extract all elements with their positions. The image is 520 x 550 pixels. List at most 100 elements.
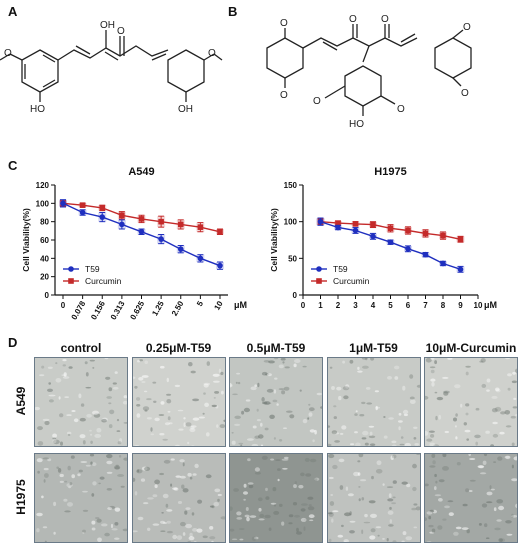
data-point-curcumin — [370, 221, 376, 228]
atom-label: O — [461, 88, 469, 99]
x-tick-label: 5 — [195, 299, 205, 308]
x-unit-label: μM — [234, 300, 247, 310]
atom-label: O — [463, 22, 471, 33]
row-header: H1975 — [14, 479, 28, 515]
data-point-curcumin — [138, 216, 145, 222]
data-point-curcumin — [99, 205, 106, 211]
data-point-t59 — [138, 228, 145, 235]
data-point-t59 — [422, 251, 429, 258]
x-tick-label: 0.156 — [89, 299, 107, 321]
micrograph-image — [131, 357, 226, 447]
data-point-curcumin — [405, 227, 411, 234]
x-tick-label: 4 — [371, 301, 376, 310]
micrograph-image — [229, 453, 323, 543]
legend-marker — [316, 278, 322, 284]
micrograph-image — [424, 357, 518, 447]
legend-label: Curcumin — [85, 276, 122, 286]
right-ring — [167, 49, 205, 93]
micrograph-image — [34, 357, 128, 447]
x-tick-label: 2.50 — [170, 299, 186, 317]
data-point-curcumin — [119, 212, 125, 219]
data-point-curcumin — [335, 220, 341, 226]
x-tick-label: 5 — [388, 301, 393, 310]
chart-h1975: H1975 0 50 100 150 Cell Viability(%) 0 1 2 3 4 5 6 7 8… — [269, 166, 497, 310]
y-tick-label: 50 — [288, 254, 297, 263]
y-axis-label: Cell Viability(%) — [269, 208, 279, 272]
x-tick-label: 0 — [61, 301, 66, 310]
data-point-curcumin — [177, 221, 184, 228]
data-point-curcumin — [197, 224, 204, 230]
legend-marker — [316, 266, 322, 272]
data-point-curcumin — [352, 221, 359, 227]
micrograph-image — [34, 453, 128, 543]
x-tick-label: 7 — [423, 301, 428, 310]
atom-label: O — [4, 48, 12, 59]
data-point-curcumin — [422, 230, 429, 237]
column-header: 1μM-T59 — [349, 341, 398, 355]
y-axis-label: Cell Viability(%) — [21, 208, 31, 272]
data-point-t59 — [335, 224, 341, 231]
data-point-t59 — [119, 221, 125, 228]
atom-label: O — [397, 104, 405, 115]
y-tick-label: 80 — [40, 218, 49, 227]
data-point-t59 — [370, 233, 376, 240]
atom-label: O — [381, 14, 389, 25]
column-header: 10μM-Curcumin — [425, 341, 517, 355]
x-tick-label: 0.313 — [109, 299, 127, 321]
data-point-curcumin — [217, 228, 223, 235]
data-point-t59 — [177, 246, 184, 252]
atom-label: O — [280, 90, 288, 101]
x-tick-label: 10 — [212, 299, 225, 312]
x-tick-label: 10 — [474, 301, 483, 310]
atom-label: OH — [178, 104, 193, 115]
data-point-curcumin — [158, 218, 164, 225]
micrograph-texture — [132, 359, 225, 446]
x-tick-label: 3 — [353, 301, 358, 310]
data-point-t59 — [457, 266, 464, 273]
micrograph-image — [326, 357, 421, 447]
micrograph-texture — [230, 358, 322, 446]
micrograph-texture — [132, 458, 225, 542]
y-tick-label: 100 — [284, 218, 298, 227]
y-tick-label: 40 — [40, 254, 49, 263]
data-point-curcumin — [79, 202, 86, 208]
panel-label-d: D — [8, 335, 18, 350]
data-point-t59 — [387, 239, 394, 245]
data-point-t59 — [99, 214, 106, 220]
y-tick-label: 60 — [40, 236, 49, 245]
data-point-t59 — [60, 200, 66, 207]
micrograph-texture — [230, 455, 320, 542]
legend-label: Curcumin — [333, 276, 370, 286]
data-point-t59 — [405, 246, 411, 252]
atom-label: OH — [100, 20, 115, 31]
micrograph-texture — [425, 358, 517, 446]
atom-label: O — [313, 96, 321, 107]
panel-label-c: C — [8, 158, 18, 173]
x-tick-label: 1 — [318, 301, 323, 310]
y-tick-label: 150 — [284, 181, 298, 190]
x-tick-label: 6 — [406, 301, 411, 310]
x-tick-label: 0.078 — [70, 299, 88, 321]
data-point-t59 — [79, 209, 86, 216]
structure-a-diagram: OH O O HO O OH — [0, 20, 223, 115]
legend-label: T59 — [85, 264, 100, 274]
y-tick-label: 120 — [36, 181, 50, 190]
x-tick-label: 8 — [441, 301, 446, 310]
legend-marker — [68, 278, 74, 284]
x-tick-label: 0.625 — [128, 299, 146, 321]
y-tick-label: 0 — [45, 291, 50, 300]
atom-label: O — [280, 18, 288, 29]
micrograph-image — [424, 453, 518, 543]
chart-title: A549 — [128, 166, 154, 178]
row-header: A549 — [14, 386, 28, 416]
micrograph-texture — [425, 454, 517, 542]
micrograph-texture — [327, 358, 420, 446]
panel-label-b: B — [228, 4, 238, 19]
data-point-t59 — [158, 236, 164, 242]
data-point-t59 — [440, 260, 446, 267]
x-tick-label: 0 — [301, 301, 306, 310]
y-tick-label: 20 — [40, 273, 49, 282]
micrograph-image — [131, 453, 226, 543]
data-point-curcumin — [387, 225, 394, 232]
micrograph-texture — [35, 358, 127, 446]
